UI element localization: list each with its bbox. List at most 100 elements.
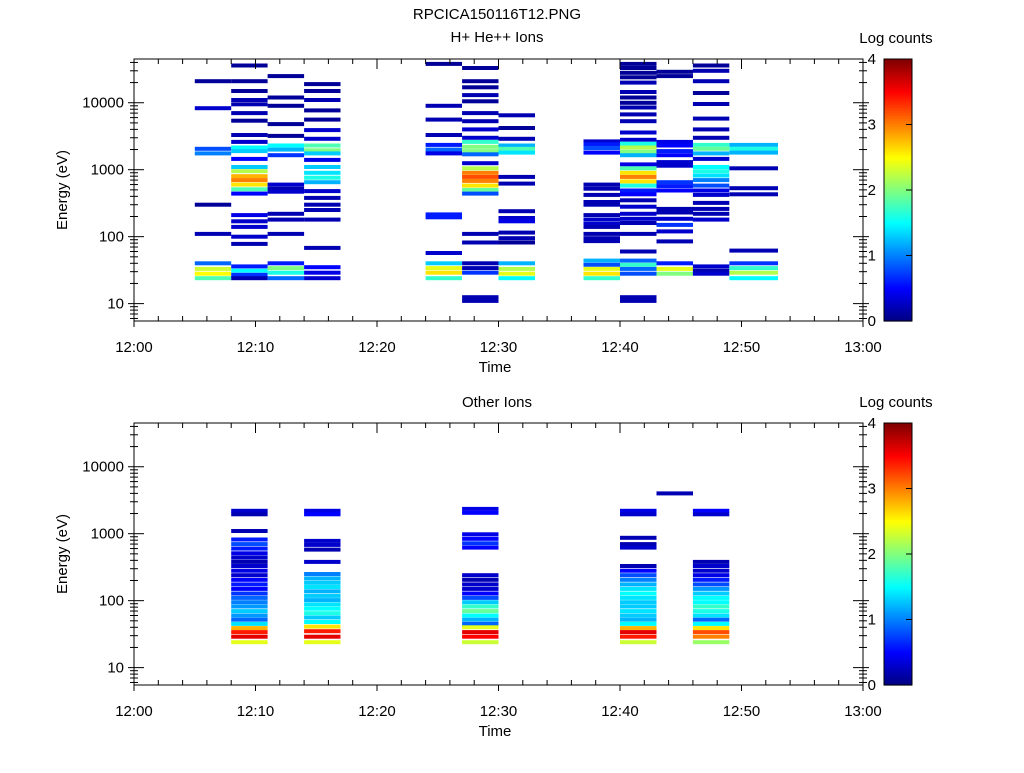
colorbar-swatch bbox=[884, 290, 912, 293]
heatmap-cell bbox=[692, 609, 730, 614]
colorbar-swatch bbox=[884, 433, 912, 436]
heatmap-cell bbox=[692, 127, 730, 132]
heatmap-cell bbox=[656, 206, 693, 211]
heatmap-cell bbox=[194, 79, 232, 84]
heatmap-cell bbox=[498, 266, 535, 271]
colorbar-swatch bbox=[884, 183, 912, 187]
heatmap-cell bbox=[692, 271, 730, 276]
colorbar-swatch bbox=[884, 126, 912, 130]
heatmap-cell bbox=[620, 564, 657, 568]
heatmap-cell bbox=[620, 258, 657, 263]
heatmap-cell bbox=[462, 532, 499, 537]
heatmap-cell bbox=[656, 184, 693, 189]
colorbar-swatch bbox=[884, 136, 912, 140]
heatmap-cell bbox=[620, 153, 657, 158]
colorbar-swatch bbox=[884, 613, 912, 617]
colorbar-swatch bbox=[884, 259, 912, 263]
colorbar-swatch bbox=[884, 441, 912, 445]
heatmap-cell bbox=[620, 66, 657, 70]
colorbar-swatch bbox=[884, 190, 912, 193]
colorbar-swatch bbox=[884, 97, 912, 101]
colorbar-swatch bbox=[884, 576, 912, 580]
heatmap-cell bbox=[620, 634, 657, 639]
colorbar-tick-label: 2 bbox=[868, 546, 876, 563]
heatmap-cell bbox=[231, 564, 268, 568]
heatmap-cell bbox=[304, 602, 341, 607]
colorbar-swatch bbox=[884, 533, 912, 537]
heatmap-cell bbox=[462, 99, 499, 104]
colorbar-swatch bbox=[884, 214, 912, 218]
heatmap-cell bbox=[692, 91, 730, 95]
x-tick-label: 12:50 bbox=[723, 339, 761, 356]
heatmap-cell bbox=[656, 74, 693, 79]
heatmap-cell bbox=[620, 61, 657, 66]
colorbar-swatch bbox=[884, 63, 912, 66]
heatmap-cell bbox=[425, 117, 462, 122]
colorbar-swatch bbox=[884, 257, 912, 261]
heatmap-cell bbox=[304, 151, 341, 156]
heatmap-cell bbox=[304, 576, 341, 581]
heatmap-cell bbox=[620, 137, 657, 142]
x-tick-label: 12:20 bbox=[358, 339, 396, 356]
heatmap-cell bbox=[425, 261, 462, 266]
heatmap-cell bbox=[462, 166, 499, 171]
colorbar-swatch bbox=[884, 138, 912, 142]
heatmap-cell bbox=[498, 150, 535, 155]
colorbar-tick-label: 3 bbox=[868, 117, 876, 134]
x-tick-label: 13:00 bbox=[844, 339, 882, 356]
heatmap-cell bbox=[692, 617, 730, 622]
colorbar-swatch bbox=[884, 457, 912, 461]
heatmap-cell bbox=[692, 577, 730, 582]
heatmap-cell bbox=[620, 119, 657, 124]
y-tick-label: 10 bbox=[107, 296, 124, 313]
heatmap-cell bbox=[620, 512, 657, 517]
heatmap-cell bbox=[425, 61, 462, 66]
colorbar-swatch bbox=[884, 110, 912, 113]
heatmap-cell bbox=[231, 89, 268, 93]
colorbar-swatch bbox=[884, 306, 912, 310]
heatmap-cell bbox=[231, 145, 268, 150]
colorbar-swatch bbox=[884, 298, 912, 302]
colorbar-swatch bbox=[884, 69, 912, 72]
heatmap-cell bbox=[267, 74, 305, 79]
colorbar-swatch bbox=[884, 674, 912, 678]
heatmap-cell bbox=[231, 133, 268, 137]
heatmap-cell bbox=[462, 630, 499, 635]
heatmap-cell bbox=[620, 70, 657, 75]
heatmap-cell bbox=[692, 116, 730, 121]
colorbar-swatch bbox=[884, 578, 912, 582]
colorbar-tick-label: 4 bbox=[868, 415, 876, 432]
colorbar: 0 1 2 3 4 bbox=[868, 415, 913, 694]
colorbar-swatch bbox=[884, 196, 912, 199]
heatmap-cell bbox=[231, 165, 268, 169]
heatmap-cell bbox=[498, 261, 535, 266]
heatmap-cell bbox=[462, 625, 499, 630]
colorbar-swatch bbox=[884, 278, 912, 281]
heatmap-cell bbox=[583, 262, 620, 267]
heatmap-cell bbox=[462, 174, 499, 179]
heatmap-cell bbox=[620, 211, 657, 216]
heatmap-cell bbox=[194, 146, 232, 151]
heatmap-cell bbox=[620, 112, 657, 117]
colorbar-swatch bbox=[884, 480, 912, 483]
colorbar-swatch bbox=[884, 482, 912, 486]
x-tick-label: 13:00 bbox=[844, 703, 882, 720]
colorbar-swatch bbox=[884, 676, 912, 680]
heatmap-cell bbox=[620, 170, 657, 175]
colorbar-swatch bbox=[884, 580, 912, 584]
heatmap-cell bbox=[656, 163, 693, 168]
heatmap-cell bbox=[462, 600, 499, 605]
x-axis-label: Time bbox=[479, 723, 512, 740]
colorbar-swatch bbox=[884, 648, 912, 651]
heatmap-cell bbox=[231, 600, 268, 605]
heatmap-cell bbox=[692, 178, 730, 183]
x-axis-label: Time bbox=[479, 359, 512, 376]
colorbar-swatch bbox=[884, 601, 912, 604]
heatmap-cell bbox=[267, 189, 305, 194]
heatmap-cell bbox=[231, 139, 268, 144]
colorbar-swatch bbox=[884, 161, 912, 164]
heatmap-cell bbox=[498, 174, 535, 179]
colorbar-swatch bbox=[884, 251, 912, 255]
colorbar-swatch bbox=[884, 95, 912, 99]
y-tick-label: 10 bbox=[107, 660, 124, 677]
